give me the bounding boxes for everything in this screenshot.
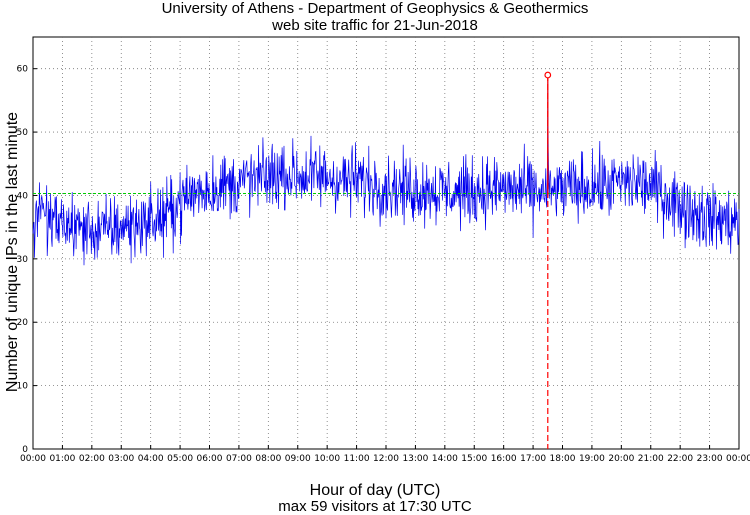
x-tick-label: 19:00 bbox=[579, 454, 605, 464]
y-tick-label: 10 bbox=[17, 382, 29, 392]
x-tick-label: 20:00 bbox=[608, 454, 634, 464]
max-point-marker bbox=[544, 71, 552, 79]
max-annotation: max 59 visitors at 17:30 UTC bbox=[278, 498, 472, 515]
y-tick-label: 40 bbox=[17, 191, 29, 201]
x-tick-label: 18:00 bbox=[550, 454, 576, 464]
x-tick-label: 04:00 bbox=[138, 454, 164, 464]
traffic-series-line bbox=[32, 74, 740, 266]
y-tick-label: 60 bbox=[17, 65, 29, 75]
x-tick-label: 02:00 bbox=[79, 454, 105, 464]
y-tick-label: 50 bbox=[17, 128, 29, 138]
x-tick-label: 10:00 bbox=[314, 454, 340, 464]
x-axis-label: Hour of day (UTC) bbox=[309, 482, 441, 499]
x-tick-label: 15:00 bbox=[461, 454, 487, 464]
x-tick-label: 03:00 bbox=[108, 454, 134, 464]
x-tick-label: 16:00 bbox=[491, 454, 517, 464]
x-tick-label: 05:00 bbox=[167, 454, 193, 464]
x-tick-label: 11:00 bbox=[344, 454, 370, 464]
x-tick-label: 21:00 bbox=[638, 454, 664, 464]
x-tick-label: 00:00 bbox=[20, 454, 46, 464]
chart-subtitle: web site traffic for 21-Jun-2018 bbox=[272, 17, 478, 34]
x-tick-label: 09:00 bbox=[285, 454, 311, 464]
x-tick-label: 12:00 bbox=[373, 454, 399, 464]
y-tick-label: 0 bbox=[22, 445, 28, 455]
x-tick-label: 01:00 bbox=[49, 454, 75, 464]
x-tick-label: 22:00 bbox=[667, 454, 693, 464]
y-tick-label: 20 bbox=[17, 318, 29, 328]
plot-frame bbox=[32, 36, 740, 450]
x-tick-label: 00:00 bbox=[726, 454, 750, 464]
x-tick-label: 07:00 bbox=[226, 454, 252, 464]
y-tick-label: 30 bbox=[17, 255, 29, 265]
chart-title: University of Athens - Department of Geo… bbox=[161, 0, 589, 17]
x-tick-label: 06:00 bbox=[197, 454, 223, 464]
x-tick-label: 13:00 bbox=[402, 454, 428, 464]
x-tick-label: 14:00 bbox=[432, 454, 458, 464]
x-tick-label: 08:00 bbox=[255, 454, 281, 464]
x-tick-label: 23:00 bbox=[697, 454, 723, 464]
x-tick-label: 17:00 bbox=[520, 454, 546, 464]
